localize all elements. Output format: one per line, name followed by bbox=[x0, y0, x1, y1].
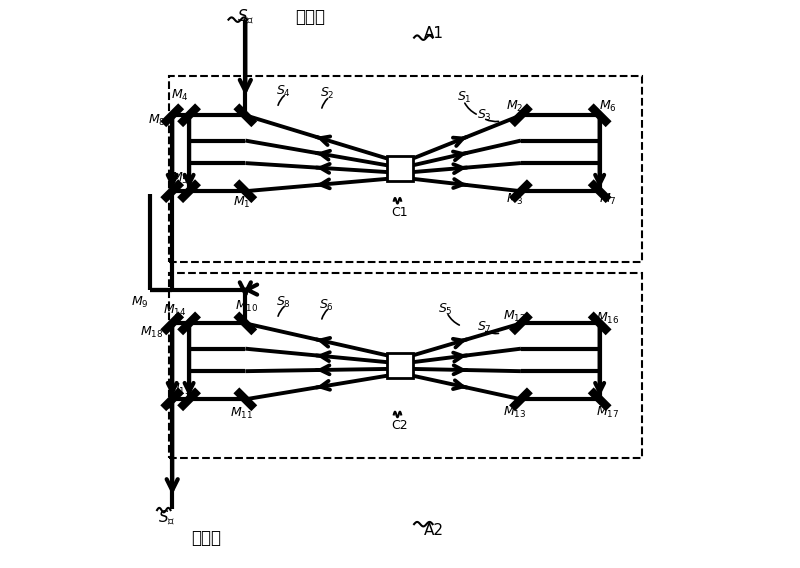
Text: $S_{出}$: $S_{出}$ bbox=[158, 508, 175, 527]
Text: 输出束: 输出束 bbox=[191, 529, 221, 547]
Text: $M_1$: $M_1$ bbox=[233, 195, 250, 210]
Text: $S_{进}$: $S_{进}$ bbox=[237, 7, 254, 26]
Text: $M_{13}$: $M_{13}$ bbox=[503, 404, 526, 420]
Text: $S_3$: $S_3$ bbox=[477, 108, 492, 123]
Text: $M_3$: $M_3$ bbox=[506, 192, 523, 207]
Text: $S_1$: $S_1$ bbox=[458, 90, 472, 105]
Text: $M_{11}$: $M_{11}$ bbox=[230, 406, 253, 421]
Text: $M_{14}$: $M_{14}$ bbox=[163, 303, 186, 318]
Text: $M_6$: $M_6$ bbox=[599, 99, 617, 114]
Text: C1: C1 bbox=[392, 206, 408, 219]
Text: $S_2$: $S_2$ bbox=[320, 86, 334, 102]
Text: $M_{12}$: $M_{12}$ bbox=[503, 308, 526, 324]
Text: $S_8$: $S_8$ bbox=[276, 294, 291, 310]
Text: A2: A2 bbox=[424, 523, 444, 538]
Text: $M_{16}$: $M_{16}$ bbox=[597, 311, 620, 327]
Text: C2: C2 bbox=[392, 419, 408, 432]
Text: $S_7$: $S_7$ bbox=[477, 320, 492, 335]
Text: $M_4$: $M_4$ bbox=[170, 88, 189, 103]
Text: A1: A1 bbox=[424, 26, 444, 41]
Text: 输入束: 输入束 bbox=[295, 8, 325, 26]
Text: $M_{18}$: $M_{18}$ bbox=[140, 325, 163, 340]
Text: $M_{17}$: $M_{17}$ bbox=[597, 404, 620, 420]
Text: $M_5$: $M_5$ bbox=[170, 171, 188, 186]
Text: $S_5$: $S_5$ bbox=[438, 302, 452, 317]
Text: $M_2$: $M_2$ bbox=[506, 99, 523, 114]
Text: $S_4$: $S_4$ bbox=[276, 83, 291, 99]
Bar bbox=[387, 156, 413, 181]
Text: $M_{15}$: $M_{15}$ bbox=[168, 382, 191, 397]
Text: $M_7$: $M_7$ bbox=[599, 192, 617, 207]
Text: $M_{10}$: $M_{10}$ bbox=[235, 299, 258, 314]
Text: $M_8$: $M_8$ bbox=[148, 114, 166, 128]
Text: $M_9$: $M_9$ bbox=[131, 294, 149, 310]
Bar bbox=[387, 353, 413, 378]
Text: $S_6$: $S_6$ bbox=[319, 298, 334, 313]
